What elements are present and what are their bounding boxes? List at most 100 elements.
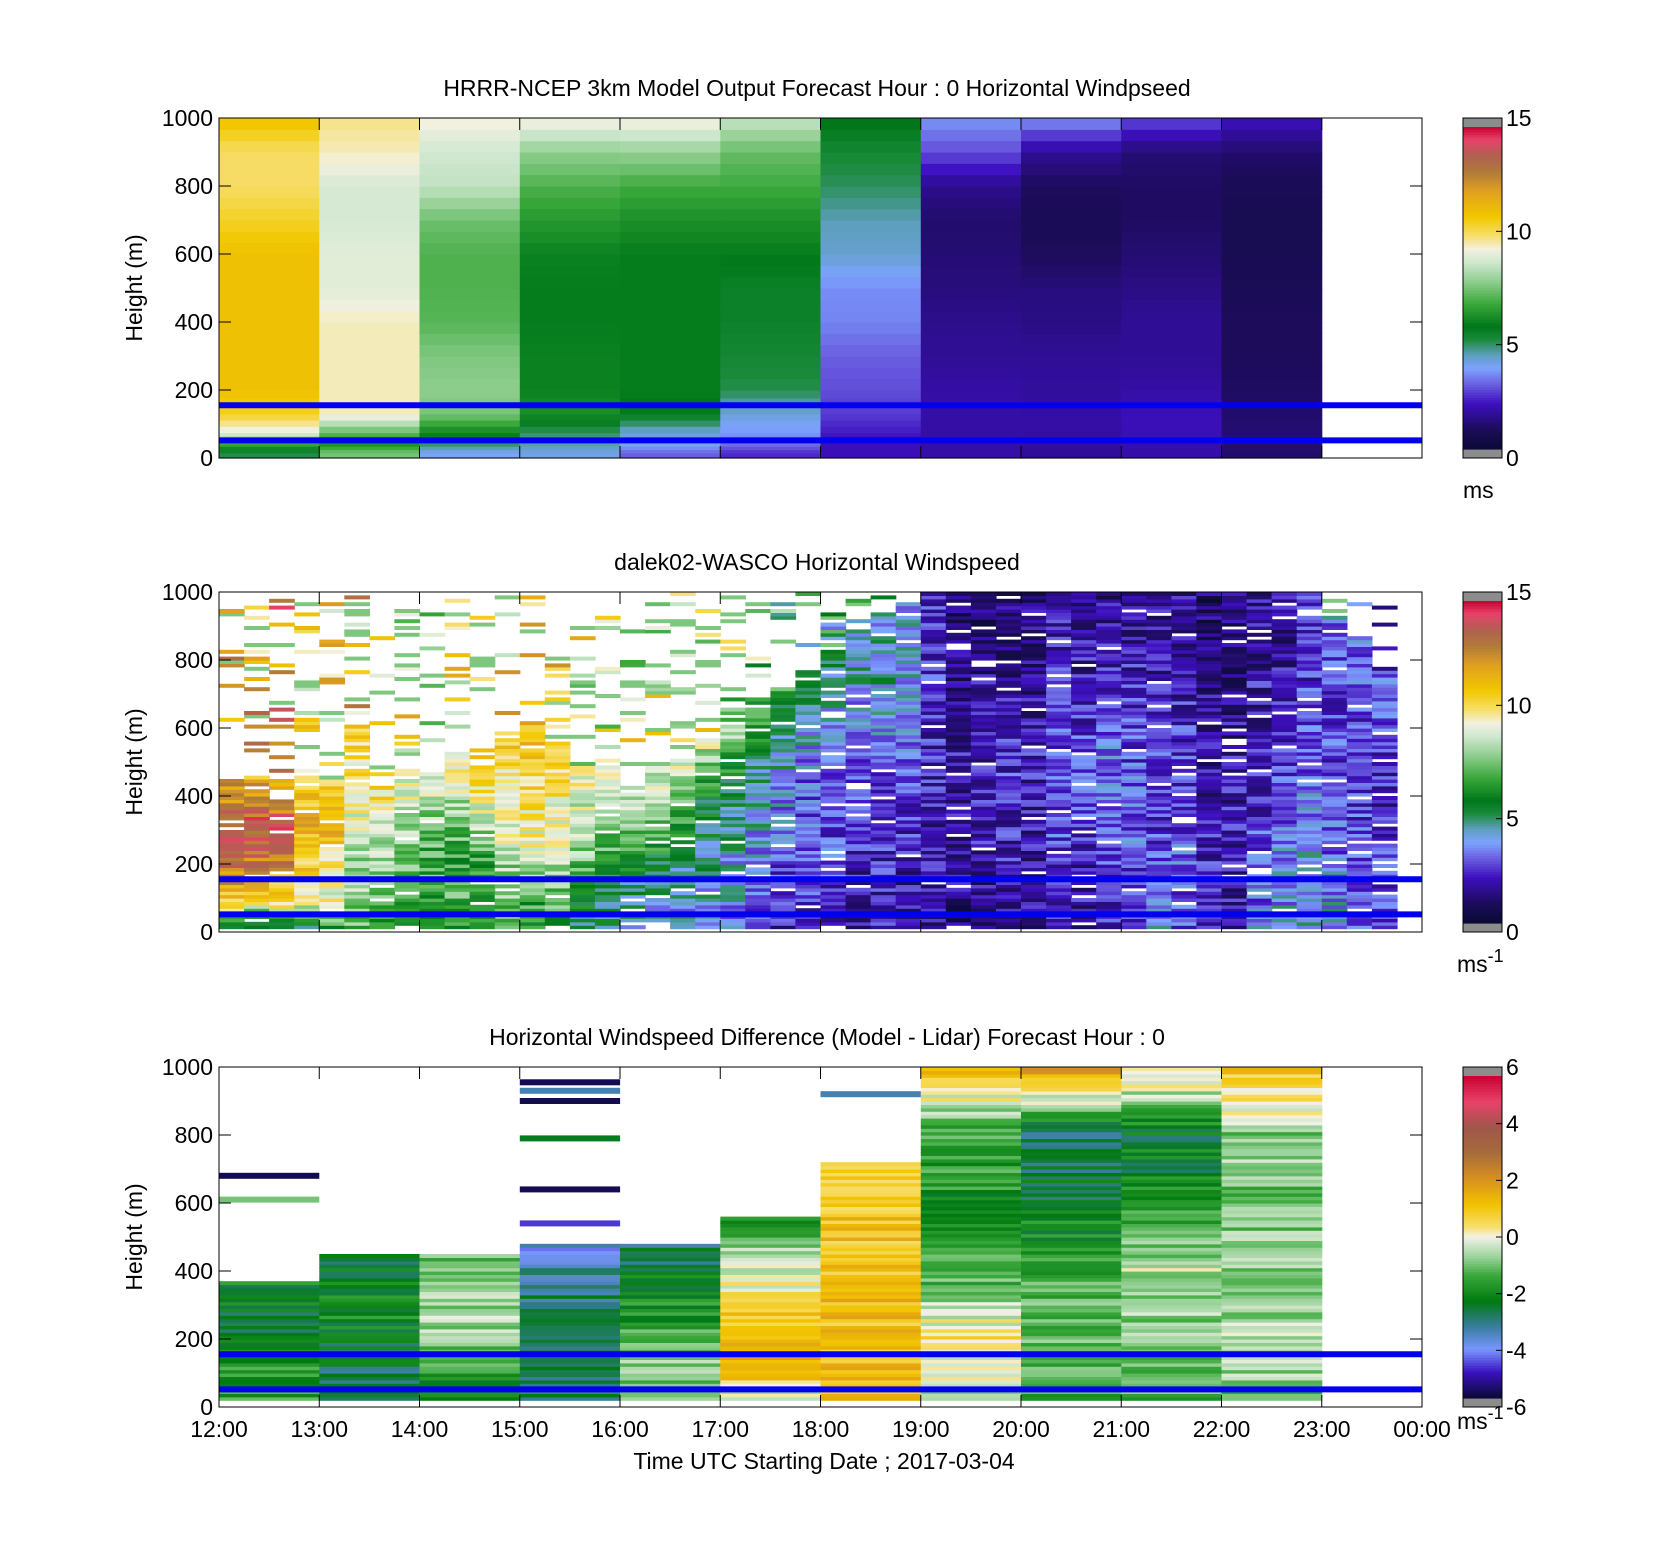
- heatmap-cell: [971, 680, 997, 684]
- heatmap-cell: [420, 612, 446, 616]
- heatmap-cell: [971, 765, 997, 769]
- heatmap-cell: [821, 806, 847, 810]
- heatmap-cell: [269, 725, 295, 729]
- colorbar-unit: ms-1: [1457, 946, 1504, 977]
- heatmap-cell: [420, 231, 521, 243]
- heatmap-cell: [269, 701, 295, 705]
- heatmap-cell: [269, 779, 295, 783]
- heatmap-cell: [770, 602, 796, 606]
- heatmap-cell: [1297, 701, 1323, 705]
- y-tick-label: 1000: [162, 105, 213, 131]
- heatmap-cell: [720, 220, 821, 232]
- heatmap-cell: [219, 333, 320, 345]
- heatmap-cell: [420, 243, 521, 255]
- heatmap-cell: [921, 175, 1022, 187]
- heatmap-cell: [445, 711, 471, 715]
- heatmap-cell: [1222, 141, 1323, 153]
- heatmap-cell: [1222, 426, 1323, 433]
- heatmap-cell: [821, 186, 922, 198]
- heatmap-cell: [720, 356, 821, 368]
- heatmap-cell: [770, 820, 796, 824]
- heatmap-cell: [871, 595, 897, 599]
- heatmap-cell: [420, 163, 521, 175]
- heatmap-cell: [770, 687, 796, 691]
- heatmap-cell: [620, 288, 721, 300]
- heatmap-cell: [420, 674, 446, 678]
- heatmap-cell: [1372, 827, 1398, 831]
- heatmap-cell: [545, 898, 571, 902]
- heatmap-cell: [394, 840, 420, 844]
- heatmap-cell: [269, 769, 295, 773]
- heatmap-cell: [319, 265, 420, 277]
- heatmap-cell: [244, 789, 270, 793]
- heatmap-cell: [695, 701, 721, 705]
- heatmap-cell: [921, 277, 1022, 289]
- colorbar-tick-label: 10: [1506, 218, 1532, 244]
- heatmap-cell: [319, 152, 420, 164]
- heatmap-cell: [420, 420, 521, 427]
- heatmap-cell: [294, 602, 320, 606]
- heatmap-cell: [294, 650, 320, 654]
- heatmap-cell: [1046, 813, 1072, 817]
- heatmap-cell: [319, 129, 420, 141]
- heatmap-cell: [445, 653, 471, 657]
- heatmap-cell: [319, 420, 420, 427]
- heatmap-cell: [921, 209, 1022, 221]
- heatmap-cell: [971, 592, 997, 596]
- heatmap-cell: [896, 643, 922, 647]
- heatmap-cell: [520, 390, 621, 399]
- heatmap-cell: [294, 626, 320, 630]
- heatmap-cell: [846, 789, 872, 793]
- heatmap-cell: [620, 925, 646, 929]
- heatmap-cell: [1322, 670, 1348, 674]
- heatmap-cell: [1372, 646, 1398, 650]
- heatmap-cell: [520, 595, 546, 599]
- heatmap-cell: [1021, 197, 1122, 209]
- heatmap-cell: [720, 288, 821, 300]
- heatmap-cell: [1121, 231, 1222, 243]
- heatmap-cell: [520, 243, 621, 255]
- heatmap-cell: [319, 711, 345, 715]
- heatmap-cell: [670, 619, 696, 623]
- heatmap-cell: [620, 793, 646, 797]
- heatmap-cell: [394, 633, 420, 637]
- heatmap-cell: [570, 762, 596, 766]
- heatmap-cell: [620, 367, 721, 379]
- heatmap-cell: [219, 426, 320, 433]
- heatmap-cell: [1021, 163, 1122, 175]
- colorbar-tick-label: 10: [1506, 692, 1532, 718]
- heatmap-cell: [219, 779, 245, 783]
- heatmap-cell: [1096, 592, 1122, 596]
- heatmap-cell: [670, 721, 696, 725]
- heatmap-cell: [394, 895, 420, 899]
- heatmap-cell: [470, 755, 496, 759]
- heatmap-cell: [795, 670, 821, 674]
- heatmap-cell: [821, 650, 847, 654]
- heatmap-cell: [344, 755, 370, 759]
- heatmap-cell: [369, 721, 395, 725]
- heatmap-cell: [1121, 426, 1222, 433]
- heatmap-cell: [720, 231, 821, 243]
- heatmap-cell: [821, 379, 922, 391]
- heatmap-cell: [394, 697, 420, 701]
- heatmap-cell: [720, 390, 821, 399]
- heatmap-cell: [1121, 367, 1222, 379]
- heatmap-cell: [1222, 643, 1248, 647]
- colorbar-tick-label: 15: [1506, 105, 1532, 131]
- heatmap-cell: [520, 426, 621, 433]
- heatmap-cell: [420, 633, 446, 637]
- heatmap-cell: [294, 718, 320, 722]
- heatmap-cell: [470, 687, 496, 691]
- colorbar-tick-label: 5: [1506, 332, 1519, 358]
- heatmap-cell: [1272, 592, 1298, 596]
- heatmap-cell: [1297, 782, 1323, 786]
- heatmap-cell: [294, 745, 320, 749]
- heatmap-cell: [1121, 420, 1222, 427]
- heatmap-cell: [319, 433, 420, 437]
- heatmap-cell: [921, 311, 1022, 323]
- heatmap-cell: [1021, 820, 1047, 824]
- heatmap-cell: [420, 738, 446, 742]
- heatmap-cell: [1372, 623, 1398, 627]
- heatmap-cell: [620, 426, 721, 433]
- heatmap-cell: [1322, 609, 1348, 613]
